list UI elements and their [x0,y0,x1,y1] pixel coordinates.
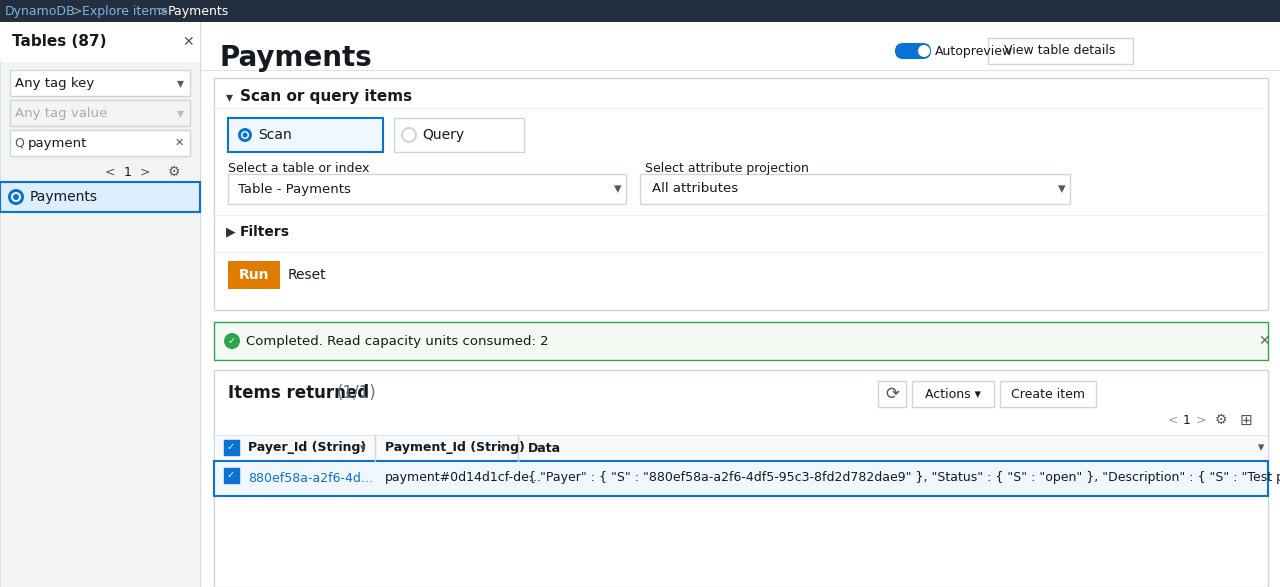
Text: Payer_Id (String): Payer_Id (String) [248,441,366,454]
Text: Payment_Id (String): Payment_Id (String) [385,441,525,454]
Text: Payments: Payments [29,190,99,204]
Text: <: < [1169,413,1179,427]
Text: Payments: Payments [168,5,229,18]
Text: ✓: ✓ [227,442,236,452]
Text: >: > [140,166,150,178]
Bar [228,118,383,152]
Text: Q: Q [14,137,24,150]
Text: ⊞: ⊞ [1240,413,1253,427]
Text: ✕: ✕ [182,35,193,49]
Bar [640,174,1070,204]
Text: 1: 1 [124,166,132,178]
Bar [214,322,1268,360]
FancyBboxPatch shape [895,43,931,59]
Text: Payments: Payments [220,44,372,72]
Text: ✕: ✕ [1258,334,1270,348]
Text: ▾: ▾ [227,90,233,104]
Bar [224,468,239,483]
Text: ✓: ✓ [227,470,236,480]
Bar [214,370,1268,587]
Bar [0,0,1280,22]
Text: Scan or query items: Scan or query items [241,89,412,104]
Circle shape [12,192,20,202]
Text: ▾: ▾ [177,76,184,90]
Text: 1: 1 [1183,413,1190,427]
Text: <: < [105,166,115,178]
Text: Select attribute projection: Select attribute projection [645,162,809,175]
Text: ▾: ▾ [1258,441,1265,454]
Text: payment: payment [28,137,87,150]
Text: Completed. Read capacity units consumed: 2: Completed. Read capacity units consumed:… [246,335,549,348]
Text: Reset: Reset [288,268,326,282]
Text: { "Payer" : { "S" : "880ef58a-a2f6-4df5-95c3-8fd2d782dae9" }, "Status" : { "S" :: { "Payer" : { "S" : "880ef58a-a2f6-4df5-… [529,471,1280,484]
Bar [202,22,1280,587]
Text: View table details: View table details [1005,45,1116,58]
Text: Filters: Filters [241,225,291,239]
Text: Explore items: Explore items [82,5,168,18]
Bar [214,435,1268,461]
Text: ▾: ▾ [614,181,622,197]
Text: ✓: ✓ [228,336,236,346]
Circle shape [224,333,241,349]
Circle shape [918,45,931,57]
Text: payment#0d14d1cf-de...: payment#0d14d1cf-de... [385,471,541,484]
Text: Create item: Create item [1011,387,1085,400]
Bar [0,22,200,62]
Bar [10,70,189,96]
Circle shape [402,128,416,142]
Circle shape [8,189,24,205]
Bar [10,130,189,156]
Circle shape [238,128,252,142]
Text: All attributes: All attributes [652,183,739,195]
Bar [228,261,280,289]
Text: Autopreview: Autopreview [934,45,1014,58]
Circle shape [242,133,247,137]
Text: ▾: ▾ [500,443,506,453]
Bar [214,461,1268,496]
Text: ▾: ▾ [360,443,366,453]
Text: Table - Payments: Table - Payments [238,183,351,195]
Text: ⚙: ⚙ [168,165,180,179]
Text: DynamoDB: DynamoDB [5,5,76,18]
Bar [224,440,239,455]
Bar [214,78,1268,310]
Bar [1000,381,1096,407]
Text: ⚙: ⚙ [1215,413,1228,427]
Bar [0,22,200,587]
Circle shape [13,194,19,200]
Bar [911,381,995,407]
Text: Query: Query [422,128,465,142]
Text: Any tag value: Any tag value [15,106,108,120]
Text: (1/1): (1/1) [337,384,376,402]
Text: Scan: Scan [259,128,292,142]
Text: >: > [72,5,82,18]
Bar [878,381,906,407]
Text: ✕: ✕ [174,138,184,148]
Text: Run: Run [239,268,269,282]
Text: Data: Data [529,441,561,454]
Circle shape [241,131,250,139]
Text: ▶: ▶ [227,225,236,238]
Bar [394,118,524,152]
Text: 880ef58a-a2f6-4d...: 880ef58a-a2f6-4d... [248,471,372,484]
Text: Select a table or index: Select a table or index [228,162,370,175]
Text: Tables (87): Tables (87) [12,35,106,49]
Text: Items returned: Items returned [228,384,369,402]
Bar [202,22,1280,70]
Text: ⟳: ⟳ [884,385,899,403]
Bar [228,174,626,204]
Text: >: > [1196,413,1207,427]
Text: Any tag key: Any tag key [15,76,95,89]
Text: >: > [157,5,169,18]
Text: ▾: ▾ [177,106,184,120]
Text: Actions ▾: Actions ▾ [925,387,980,400]
Text: ▾: ▾ [1059,181,1066,197]
Bar [988,38,1133,64]
Bar [0,182,200,212]
Bar [10,100,189,126]
